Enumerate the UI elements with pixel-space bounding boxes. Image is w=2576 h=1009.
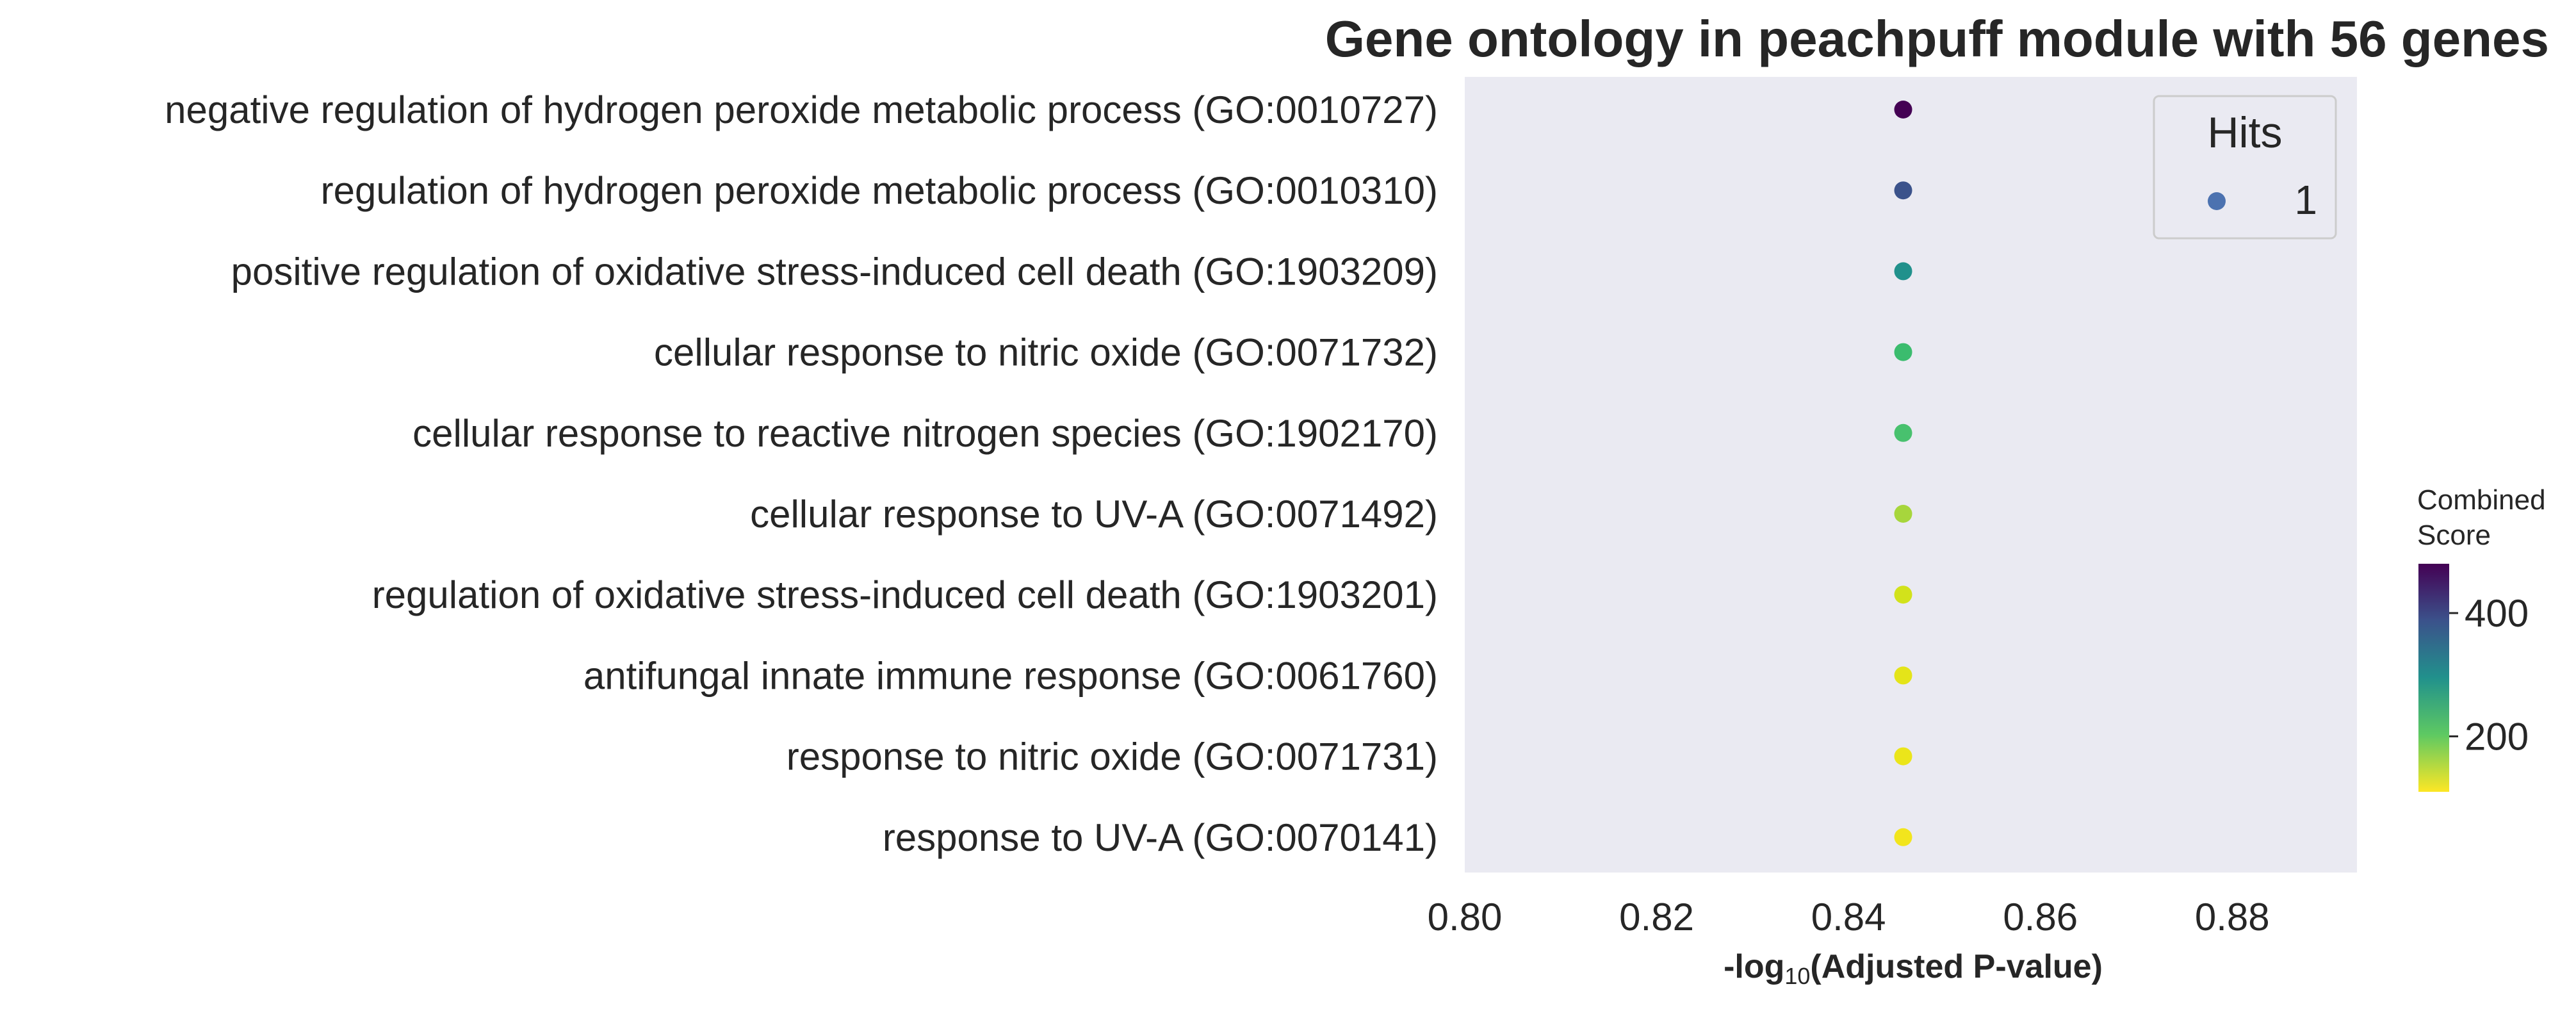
x-axis-ticks: 0.80 0.82 0.84 0.86 0.88: [1428, 896, 2270, 939]
data-point: [1894, 828, 1912, 846]
chart-title: Gene ontology in peachpuff module with 5…: [1325, 10, 2549, 67]
y-tick-label: positive regulation of oxidative stress-…: [231, 250, 1438, 293]
y-tick-label: regulation of hydrogen peroxide metaboli…: [321, 169, 1438, 212]
y-tick-label: response to nitric oxide (GO:0071731): [787, 735, 1438, 778]
legend-marker: [2208, 192, 2226, 210]
y-tick-label: response to UV-A (GO:0070141): [883, 816, 1438, 859]
x-tick-label: 0.86: [2003, 896, 2078, 939]
colorbar-gradient: [2418, 564, 2449, 792]
y-tick-label: cellular response to UV-A (GO:0071492): [750, 493, 1438, 536]
data-point: [1894, 262, 1912, 281]
y-tick-label: negative regulation of hydrogen peroxide…: [165, 88, 1438, 131]
colorbar-title-line1: Combined: [2417, 484, 2546, 516]
y-tick-label: regulation of oxidative stress-induced c…: [372, 573, 1438, 616]
x-tick-label: 0.80: [1428, 896, 1503, 939]
colorbar-ticks: 400 200: [2449, 592, 2529, 758]
colorbar-tick-label: 400: [2465, 592, 2529, 635]
data-point: [1894, 181, 1912, 200]
data-point: [1894, 101, 1912, 119]
legend: Hits 1: [2153, 95, 2337, 240]
x-tick-label: 0.84: [1811, 896, 1886, 939]
y-axis-labels: negative regulation of hydrogen peroxide…: [165, 88, 1438, 859]
data-point: [1894, 505, 1912, 523]
data-point: [1894, 586, 1912, 604]
data-point: [1894, 343, 1912, 361]
y-tick-label: cellular response to reactive nitrogen s…: [412, 412, 1438, 455]
y-tick-label: cellular response to nitric oxide (GO:00…: [654, 331, 1438, 374]
x-axis-label: -log10(Adjusted P-value): [1724, 948, 2103, 989]
colorbar-tick-label: 200: [2465, 715, 2529, 758]
y-tick-label: antifungal innate immune response (GO:00…: [583, 654, 1438, 697]
colorbar-title-line2: Score: [2417, 520, 2491, 551]
data-point: [1894, 747, 1912, 766]
legend-label: 1: [2294, 177, 2317, 223]
x-tick-label: 0.82: [1619, 896, 1694, 939]
data-points: [1894, 101, 1912, 846]
colorbar: Combined Score 400 200: [2417, 484, 2546, 792]
x-axis-label-prefix: -log: [1724, 948, 1784, 985]
x-tick-label: 0.88: [2195, 896, 2270, 939]
data-point: [1894, 666, 1912, 685]
x-axis-label-suffix: (Adjusted P-value): [1810, 948, 2103, 985]
x-axis-label-subscript: 10: [1784, 963, 1810, 989]
legend-title: Hits: [2207, 108, 2282, 157]
data-point: [1894, 423, 1912, 442]
legend-box: [2153, 95, 2337, 240]
